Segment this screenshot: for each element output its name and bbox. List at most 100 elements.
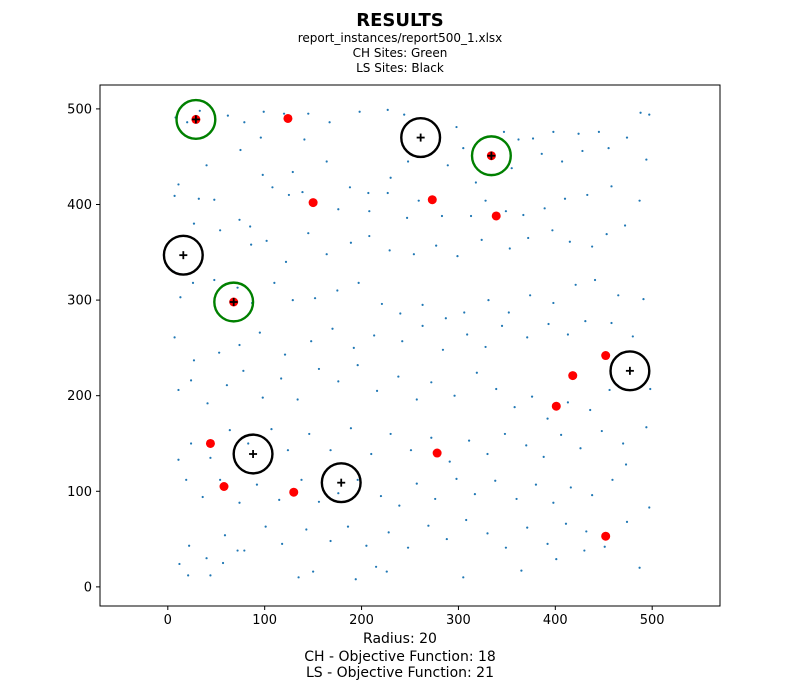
data-point: [225, 384, 229, 387]
ls-site-ring: [232, 433, 274, 475]
data-point: [463, 311, 466, 314]
data-point: [213, 278, 216, 282]
uncovered-point: [601, 351, 611, 361]
data-point: [284, 260, 288, 263]
data-point: [205, 557, 208, 560]
ch-site-ring: [213, 281, 255, 323]
data-point: [189, 442, 193, 445]
data-point: [356, 478, 359, 481]
data-point: [529, 294, 532, 297]
data-point: [312, 570, 315, 573]
data-point: [649, 387, 652, 391]
data-point: [379, 494, 383, 498]
uncovered-point: [551, 401, 561, 411]
data-point: [462, 146, 465, 150]
data-point: [189, 379, 193, 382]
data-point: [301, 190, 304, 194]
uncovered-point: [491, 211, 501, 221]
data-point: [435, 244, 438, 247]
data-point: [386, 108, 389, 111]
data-point: [444, 317, 447, 320]
data-point: [484, 345, 487, 349]
data-point: [546, 542, 549, 545]
data-point: [177, 183, 180, 186]
data-point: [415, 398, 418, 401]
data-point: [462, 576, 465, 579]
data-point: [249, 225, 252, 228]
data-point: [530, 395, 534, 398]
data-point: [507, 311, 510, 314]
data-point: [173, 194, 176, 197]
data-point: [397, 375, 400, 378]
data-point: [188, 544, 191, 547]
data-point: [610, 185, 613, 188]
data-point: [566, 333, 570, 336]
data-point: [526, 336, 529, 339]
ls-site-ring: [162, 234, 204, 276]
data-point: [365, 544, 368, 547]
data-point: [221, 561, 225, 565]
data-point: [579, 447, 582, 450]
data-point: [243, 549, 246, 552]
data-point: [551, 229, 554, 232]
x-tick-label: 100: [252, 613, 277, 628]
chart-title: RESULTS: [356, 10, 444, 31]
y-tick-label: 300: [67, 294, 92, 309]
uncovered-point: [427, 195, 437, 205]
data-point: [440, 214, 444, 218]
data-point: [434, 497, 437, 501]
data-point: [546, 417, 549, 420]
ch-site-ring: [470, 135, 512, 177]
ls-site-ring: [320, 462, 362, 504]
data-point: [610, 321, 613, 325]
data-point: [543, 207, 546, 210]
data-point: [349, 427, 353, 430]
footer-ch-objective: CH - Objective Function: 18: [304, 649, 496, 665]
data-point: [566, 401, 570, 404]
data-point: [264, 525, 267, 528]
data-point: [228, 429, 231, 432]
data-point: [239, 148, 242, 152]
uncovered-point: [568, 371, 578, 381]
data-point: [475, 371, 478, 374]
data-point: [611, 478, 614, 481]
data-point: [255, 483, 259, 486]
data-point: [508, 247, 511, 250]
data-point: [465, 518, 468, 522]
data-point: [412, 253, 415, 256]
data-point: [328, 121, 331, 124]
uncovered-point: [219, 482, 229, 492]
data-point: [291, 298, 294, 302]
data-point: [466, 333, 469, 336]
data-point: [510, 167, 513, 170]
data-point: [296, 398, 299, 401]
data-point: [219, 478, 222, 481]
data-point: [577, 132, 580, 135]
data-point: [648, 113, 651, 116]
data-point: [278, 498, 281, 501]
data-point: [584, 320, 587, 323]
data-point: [259, 136, 262, 139]
data-point: [357, 281, 360, 284]
data-point: [534, 483, 538, 486]
data-point: [605, 233, 608, 236]
data-point: [337, 208, 340, 211]
uncovered-point: [205, 438, 215, 448]
data-point: [380, 302, 384, 306]
data-point: [638, 199, 641, 202]
data-point: [186, 121, 189, 124]
data-point: [448, 460, 451, 463]
data-point: [406, 160, 410, 163]
data-point: [273, 281, 276, 284]
data-point: [547, 322, 550, 326]
data-point: [352, 346, 355, 349]
data-point: [503, 432, 507, 436]
data-point: [617, 294, 620, 297]
data-point: [540, 152, 543, 155]
uncovered-point: [308, 198, 318, 208]
data-point: [469, 214, 473, 218]
data-point: [406, 546, 410, 549]
data-point: [446, 164, 449, 167]
data-point: [486, 532, 489, 535]
